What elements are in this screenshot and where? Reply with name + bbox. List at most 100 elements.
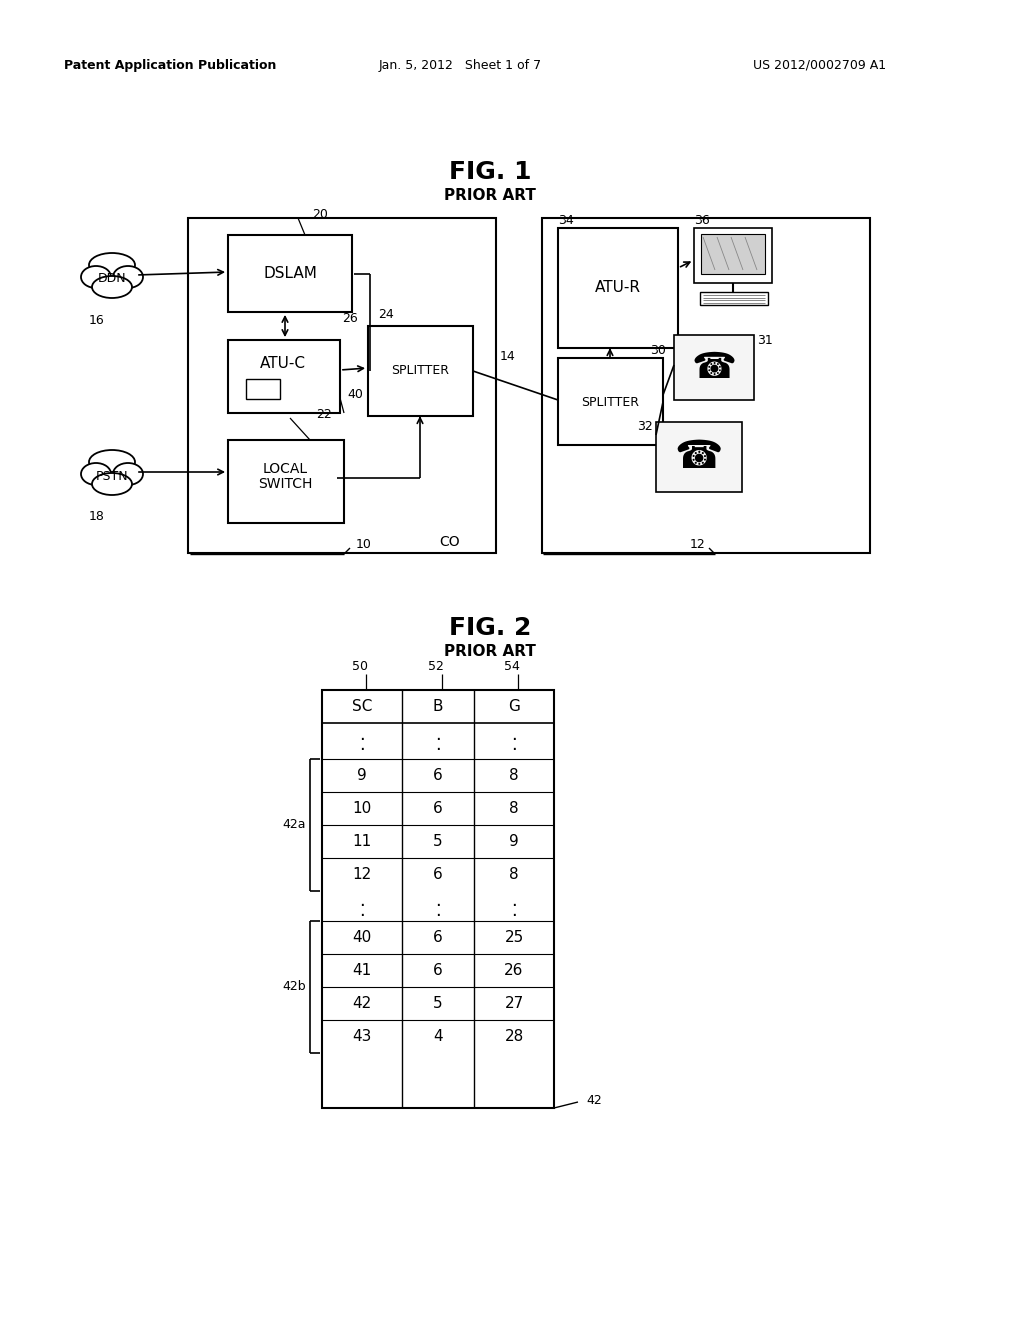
- Bar: [674, 335, 754, 400]
- Text: 8: 8: [509, 867, 519, 882]
- Bar: [701, 234, 765, 275]
- Text: .: .: [359, 892, 365, 909]
- Text: ATU-C: ATU-C: [260, 356, 306, 371]
- Bar: [228, 341, 340, 413]
- Text: 40: 40: [347, 388, 362, 401]
- Text: FIG. 1: FIG. 1: [449, 160, 531, 183]
- Text: 10: 10: [352, 801, 372, 816]
- Bar: [246, 379, 280, 399]
- Text: 16: 16: [89, 314, 104, 326]
- Bar: [694, 228, 772, 282]
- Text: .: .: [359, 902, 365, 920]
- Text: 40: 40: [352, 931, 372, 945]
- Text: 50: 50: [352, 660, 368, 672]
- Bar: [188, 218, 496, 553]
- Ellipse shape: [89, 253, 135, 277]
- Ellipse shape: [81, 463, 111, 484]
- Text: 5: 5: [433, 834, 442, 849]
- Bar: [228, 440, 344, 523]
- Text: 52: 52: [428, 660, 444, 672]
- Text: DDN: DDN: [97, 272, 126, 285]
- Text: 41: 41: [352, 964, 372, 978]
- Text: 12: 12: [689, 539, 705, 552]
- Bar: [558, 228, 678, 348]
- Text: 43: 43: [352, 1030, 372, 1044]
- Ellipse shape: [92, 276, 132, 298]
- Ellipse shape: [92, 473, 132, 495]
- Text: 42b: 42b: [283, 981, 306, 994]
- Bar: [656, 422, 742, 492]
- Text: 32: 32: [637, 421, 653, 433]
- Text: 54: 54: [504, 660, 520, 672]
- Text: 8: 8: [509, 801, 519, 816]
- Ellipse shape: [89, 450, 135, 474]
- Text: 27: 27: [505, 997, 523, 1011]
- Ellipse shape: [81, 267, 111, 288]
- Text: Patent Application Publication: Patent Application Publication: [63, 58, 276, 71]
- Text: 18: 18: [89, 511, 104, 524]
- Text: .: .: [511, 737, 517, 754]
- Text: PRIOR ART: PRIOR ART: [444, 644, 536, 660]
- Text: 6: 6: [433, 931, 442, 945]
- Text: .: .: [435, 726, 441, 744]
- Ellipse shape: [113, 463, 143, 484]
- Text: SWITCH: SWITCH: [258, 477, 312, 491]
- Text: 10: 10: [356, 539, 372, 552]
- Text: 42: 42: [352, 997, 372, 1011]
- Text: Jan. 5, 2012   Sheet 1 of 7: Jan. 5, 2012 Sheet 1 of 7: [379, 58, 542, 71]
- Text: DSLAM: DSLAM: [263, 267, 317, 281]
- Text: 14: 14: [500, 350, 516, 363]
- Text: 22: 22: [316, 408, 332, 421]
- Text: 11: 11: [352, 834, 372, 849]
- Bar: [700, 292, 768, 305]
- Text: 26: 26: [504, 964, 523, 978]
- Text: 31: 31: [757, 334, 773, 346]
- Text: .: .: [435, 737, 441, 754]
- Text: 4: 4: [433, 1030, 442, 1044]
- Text: 25: 25: [505, 931, 523, 945]
- Text: SPLITTER: SPLITTER: [391, 364, 449, 378]
- Text: 34: 34: [558, 214, 573, 227]
- Text: 20: 20: [312, 207, 328, 220]
- Text: .: .: [511, 892, 517, 909]
- Text: SPLITTER: SPLITTER: [581, 396, 639, 408]
- Text: ATU-R: ATU-R: [595, 281, 641, 296]
- Bar: [368, 326, 473, 416]
- Text: 6: 6: [433, 964, 442, 978]
- Text: .: .: [359, 726, 365, 744]
- Text: CO: CO: [439, 535, 461, 549]
- Text: B: B: [433, 700, 443, 714]
- Text: 36: 36: [694, 214, 710, 227]
- Text: 30: 30: [650, 345, 666, 358]
- Text: 42: 42: [586, 1093, 602, 1106]
- Text: 9: 9: [357, 768, 367, 783]
- Text: 24: 24: [378, 308, 394, 321]
- Text: 6: 6: [433, 867, 442, 882]
- Text: 6: 6: [433, 768, 442, 783]
- Text: PSTN: PSTN: [95, 470, 128, 483]
- Text: 8: 8: [509, 768, 519, 783]
- Text: .: .: [511, 902, 517, 920]
- Ellipse shape: [113, 267, 143, 288]
- Text: FIG. 2: FIG. 2: [449, 616, 531, 640]
- Text: SC: SC: [352, 700, 372, 714]
- Text: ☎: ☎: [691, 351, 736, 385]
- Text: ☎: ☎: [675, 438, 723, 477]
- Text: .: .: [435, 902, 441, 920]
- Text: 12: 12: [352, 867, 372, 882]
- Bar: [558, 358, 663, 445]
- Bar: [228, 235, 352, 312]
- Text: US 2012/0002709 A1: US 2012/0002709 A1: [754, 58, 887, 71]
- Text: .: .: [359, 737, 365, 754]
- Text: .: .: [511, 726, 517, 744]
- Text: 9: 9: [509, 834, 519, 849]
- Text: 28: 28: [505, 1030, 523, 1044]
- Text: 42a: 42a: [283, 818, 306, 832]
- Bar: [542, 218, 870, 553]
- Text: 5: 5: [433, 997, 442, 1011]
- Text: LOCAL: LOCAL: [262, 462, 307, 477]
- Text: 26: 26: [342, 313, 357, 326]
- Text: .: .: [435, 892, 441, 909]
- Bar: [322, 690, 554, 1107]
- Text: PRIOR ART: PRIOR ART: [444, 189, 536, 203]
